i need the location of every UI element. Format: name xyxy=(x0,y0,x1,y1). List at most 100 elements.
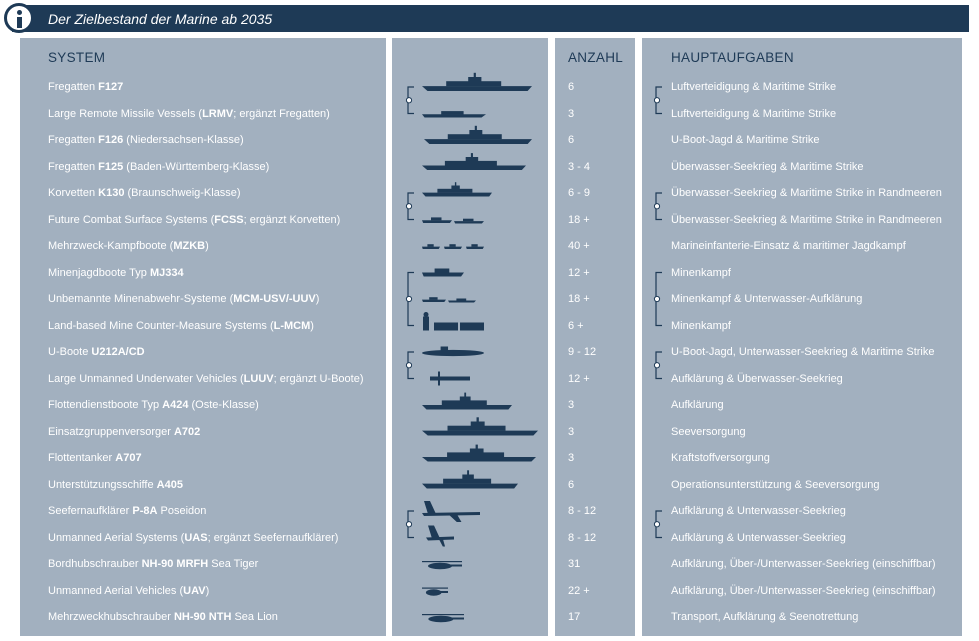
system-name-suffix: ) xyxy=(205,240,209,252)
count-value: 9 - 12 xyxy=(568,346,597,358)
header: Der Zielbestand der Marine ab 2035 xyxy=(0,0,979,38)
system-name: Fregatten F126 (Niedersachsen-Klasse) xyxy=(48,132,244,148)
helicopter-icon xyxy=(422,561,462,570)
system-name-text: Einsatzgruppenversorger xyxy=(48,425,174,438)
system-column-header: SYSTEM xyxy=(48,50,106,65)
uav-icon xyxy=(422,587,448,596)
system-name-text: Fregatten xyxy=(48,81,99,93)
count-value: 3 xyxy=(568,399,575,411)
group-bracket xyxy=(405,510,414,539)
count-column-header: ANZAHL xyxy=(568,50,624,65)
system-designation: F125 xyxy=(98,160,124,173)
system-name-text: Flottentanker xyxy=(48,452,116,464)
count-value: 3 xyxy=(568,107,575,120)
info-icon xyxy=(4,3,34,33)
task-text: Aufklärung, Über-/Unterwasser-Seekrieg (… xyxy=(671,584,936,597)
system-name: Bordhubschrauber NH-90 MRFH Sea Tiger xyxy=(48,556,258,572)
system-name-text: Flottendienstboote Typ xyxy=(48,399,163,411)
task-group-bracket xyxy=(653,271,662,327)
system-name: U-Boote U212A/CD xyxy=(48,344,145,360)
system-name-suffix: ) xyxy=(310,319,314,332)
count-value: 40 + xyxy=(568,240,590,252)
patrol-aircraft-icon xyxy=(422,501,480,522)
system-name: Unbemannte Minenabwehr-Systeme (MCM-USV/… xyxy=(48,291,319,307)
system-designation: A707 xyxy=(115,452,142,464)
count-value: 8 - 12 xyxy=(568,531,597,544)
system-name-text: Korvetten xyxy=(48,187,99,199)
task-text: Luftverteidigung & Maritime Strike xyxy=(671,107,837,120)
count-value: 22 + xyxy=(568,584,590,597)
task-text: Überwasser-Seekrieg & Maritime Strike xyxy=(671,160,864,173)
system-designation: U212A/CD xyxy=(91,346,145,358)
frigate-f126-icon xyxy=(424,125,532,144)
count-column: ANZAHL 6 3 6 3 - 4 6 - 9 18 + 40 + 12 + 18 + 6 + 9… xyxy=(555,38,635,636)
system-name-suffix: (Baden-Württemberg-Klasse) xyxy=(123,160,270,173)
group-bracket xyxy=(405,351,414,380)
system-name-text: Unmanned Aerial Systems ( xyxy=(48,531,185,544)
system-name-text: Unbemannte Minenabwehr-Systeme ( xyxy=(48,293,234,305)
system-name-text: Seefernaufklärer xyxy=(48,505,133,517)
system-designation: LUUV xyxy=(243,372,274,385)
count-value: 18 + xyxy=(568,293,590,305)
group-bracket xyxy=(405,192,414,221)
system-name-text: Bordhubschrauber xyxy=(48,558,142,570)
task-text: Aufklärung & Unterwasser-Seekrieg xyxy=(671,531,846,544)
task-text: Minenkampf xyxy=(671,319,731,332)
info-icon-dot xyxy=(17,10,22,15)
task-text: Aufklärung & Unterwasser-Seekrieg xyxy=(671,505,846,517)
system-name: Minenjagdboote Typ MJ334 xyxy=(48,265,184,281)
task-text: Marineinfanterie-Einsatz & maritimer Jag… xyxy=(671,240,906,252)
system-name-text: Mehrzweck-Kampfboote ( xyxy=(48,240,174,252)
system-name: Flottentanker A707 xyxy=(48,450,142,466)
task-text: Luftverteidigung & Maritime Strike xyxy=(671,81,837,93)
system-name-suffix: ) xyxy=(205,584,210,597)
tasks-column: HAUPTAUFGABEN Luftverteidigung & Maritim… xyxy=(642,38,962,636)
task-text: U-Boot-Jagd, Unterwasser-Seekrieg & Mari… xyxy=(671,346,935,358)
tanker-icon xyxy=(422,444,536,462)
uas-icon xyxy=(426,525,454,547)
task-group-bracket xyxy=(653,86,662,115)
helicopter-icon xyxy=(422,614,464,623)
count-value: 6 + xyxy=(568,319,584,332)
task-text: Aufklärung & Überwasser-Seekrieg xyxy=(671,372,843,385)
system-name-text: Large Unmanned Underwater Vehicles ( xyxy=(48,372,244,385)
system-name: Future Combat Surface Systems (FCSS; erg… xyxy=(48,212,340,228)
system-designation: A702 xyxy=(173,425,201,438)
system-designation: A405 xyxy=(156,478,183,491)
task-text: Minenkampf & Unterwasser-Aufklärung xyxy=(671,293,863,305)
system-name-text: Minenjagdboote Typ xyxy=(48,266,150,279)
system-name: Korvetten K130 (Braunschweig-Klasse) xyxy=(48,185,241,201)
system-name-text: Land-based Mine Counter-Measure Systems … xyxy=(48,319,274,332)
header-bar xyxy=(12,5,969,32)
system-name-text: Unmanned Aerial Vehicles ( xyxy=(48,584,184,597)
system-name-suffix: Poseidon xyxy=(157,505,207,517)
system-name: Unterstützungsschiffe A405 xyxy=(48,477,183,493)
system-name: Mehrzweckhubschrauber NH-90 NTH Sea Lion xyxy=(48,609,278,625)
system-designation: MZKB xyxy=(173,240,206,252)
frigate-f125-icon xyxy=(422,153,526,170)
system-name: Land-based Mine Counter-Measure Systems … xyxy=(48,318,314,334)
submarine-icon xyxy=(422,346,484,357)
system-designation: FCSS xyxy=(214,213,244,226)
count-value: 8 - 12 xyxy=(568,505,597,517)
system-designation: K130 xyxy=(98,187,125,199)
task-text: Aufklärung xyxy=(671,399,724,411)
frigate-f127-icon xyxy=(422,72,532,91)
system-designation: NH-90 MRFH xyxy=(141,558,209,570)
system-name: Large Unmanned Underwater Vehicles (LUUV… xyxy=(48,371,364,387)
info-icon-stem xyxy=(17,17,22,28)
system-name: Mehrzweck-Kampfboote (MZKB) xyxy=(48,238,209,254)
missile-vessel-icon xyxy=(422,111,486,118)
system-designation: NH-90 NTH xyxy=(173,611,232,623)
task-text: Überwasser-Seekrieg & Maritime Strike in… xyxy=(671,213,942,226)
minehunter-icon xyxy=(422,268,464,277)
task-group-bracket xyxy=(653,510,662,539)
system-name-text: Fregatten xyxy=(48,134,99,146)
count-value: 6 xyxy=(568,478,575,491)
system-designation: MJ334 xyxy=(149,266,184,279)
system-name: Flottendienstboote Typ A424 (Oste-Klasse… xyxy=(48,397,259,413)
system-name: Fregatten F127 xyxy=(48,79,123,95)
task-text: Operationsunterstützung & Seeversorgung xyxy=(671,478,880,491)
task-text: Überwasser-Seekrieg & Maritime Strike in… xyxy=(671,187,942,199)
supply-ship-icon xyxy=(422,417,538,436)
